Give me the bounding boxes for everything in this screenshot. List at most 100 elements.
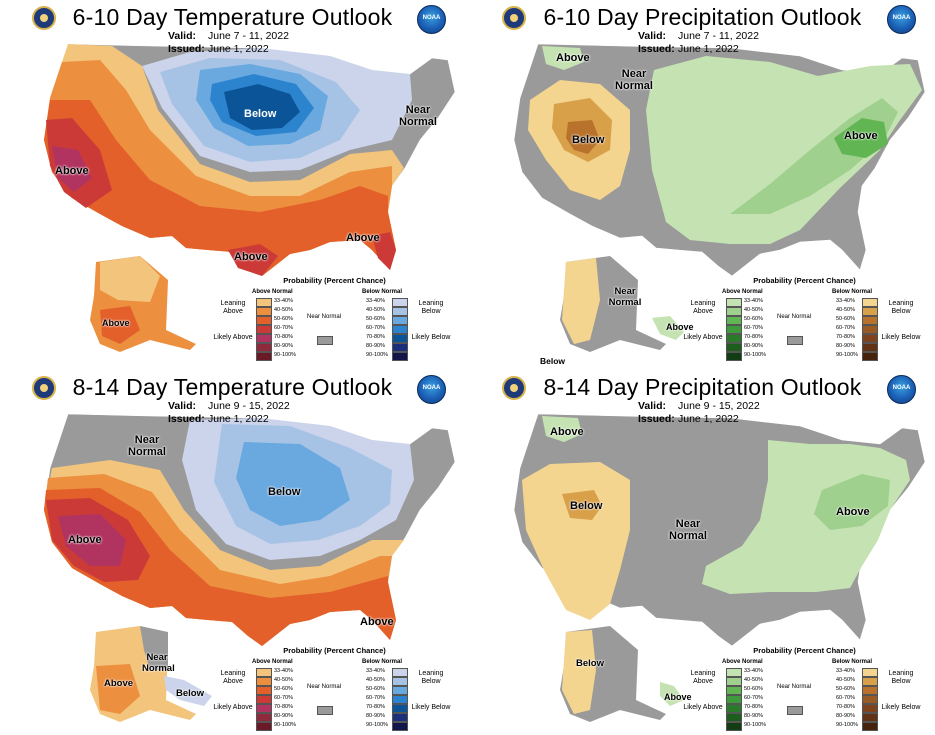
temperature-map-6-10 [43,43,456,352]
map-label-above-east: Above [844,130,878,142]
map-label-above-east: Above [836,506,870,518]
valid-label: Valid: [168,30,197,42]
legend-swatch-right [862,325,878,334]
legend-leaning-left: Leaning Above [220,300,246,315]
alaska-below [562,630,596,714]
noaa-logo: NOAA [417,5,446,34]
above-nw [542,416,582,442]
valid-issued: Valid: June 9 - 15, 2022 Issued: June 1, 2… [168,400,290,426]
legend-bin-left: 50-60% [744,686,763,692]
legend-swatch-left [726,316,742,325]
legend-likely-left: Likely Above [213,334,253,341]
map-label-above-south: Above [234,251,268,263]
alaska-above [660,682,684,706]
alaska-above [96,664,140,714]
below-50 [566,120,600,154]
legend-title: Probability (Percent Chance) [753,646,856,655]
panel-title: 8-14 Day Precipitation Outlook [543,374,862,400]
legend-bin-right: 60-70% [836,695,855,701]
issued-label: Issued: [168,413,205,425]
legend-swatch-left [726,713,742,722]
doc-seal-logo [502,376,526,400]
legend-near-normal-swatch [317,336,333,345]
legend-left-head: Above Normal [252,659,293,665]
legend-near-normal-swatch [787,336,803,345]
map-label-above-west: Above [55,165,89,177]
legend-swatch-right [862,668,878,677]
noaa-logo: NOAA [887,375,916,404]
legend-near-normal-label: Near Normal [306,314,341,320]
legend-swatch-left [256,686,272,695]
legend-bin-left: 40-50% [274,307,293,313]
legend-bin-right: 60-70% [366,695,385,701]
valid-dates: June 9 - 15, 2022 [208,400,290,412]
legend-swatch-left [256,298,272,307]
alaska-above [652,316,684,340]
map-label-near-normal: Near Normal [128,434,166,458]
doc-seal-logo [32,6,56,30]
legend-bin-left: 60-70% [274,695,293,701]
legend-bin-left: 50-60% [274,686,293,692]
legend-title: Probability (Percent Chance) [283,276,386,285]
alaska-below [164,676,212,706]
legend-bin-left: 50-60% [744,316,763,322]
panel-6-10-precipitation: 6-10 Day Precipitation Outlook Valid: Jun… [470,0,935,365]
legend-swatch-right [392,677,408,686]
legend-right-head: Below Normal [832,659,873,665]
legend-swatch-right [392,704,408,713]
valid-dates: June 7 - 11, 2022 [678,30,759,42]
legend-swatch-right [862,343,878,352]
legend-swatch-left [256,334,272,343]
valid-issued: Valid: June 7 - 11, 2022 Issued: June 1, 2… [638,30,759,56]
legend-bin-right: 60-70% [366,325,385,331]
legend-bin-right: 33-40% [366,668,385,674]
panel-title: 6-10 Day Precipitation Outlook [543,4,862,30]
precipitation-map-6-10 [513,43,926,352]
map-label-below-ak: Below [176,688,204,699]
issued-date: June 1, 2022 [208,413,269,425]
valid-label: Valid: [168,400,197,412]
map-label-below-west: Below [570,500,603,512]
map-label-above-ak: Above [664,692,692,702]
legend-swatch-left [726,334,742,343]
above-70-west [52,146,92,192]
legend-bin-right: 50-60% [836,316,855,322]
legend-swatch-left [256,677,272,686]
legend-bin-right: 50-60% [366,316,385,322]
legend-swatch-right [392,307,408,316]
legend-swatch-right [392,722,408,731]
legend-bin-left: 60-70% [744,325,763,331]
legend-leaning-left: Leaning Above [220,670,246,685]
below-70 [224,84,300,130]
legend-bin-right: 90-100% [836,722,859,728]
legend-bin-right: 90-100% [366,352,389,358]
legend-bin-right: 80-90% [366,343,385,349]
legend-swatch-left [726,343,742,352]
legend-left-head: Above Normal [252,289,293,295]
legend-bin-left: 90-100% [274,722,297,728]
legend-swatch-left [256,307,272,316]
legend-likely-left: Likely Above [683,704,723,711]
legend-swatch-right [862,722,878,731]
map-label-above-nw: Above [550,426,584,438]
legend-swatch-right [392,713,408,722]
legend-bin-right: 80-90% [836,343,855,349]
legend-likely-right: Likely Below [881,704,921,711]
legend-right-head: Below Normal [362,289,403,295]
legend-swatch-right [392,686,408,695]
legend-swatch-left [726,722,742,731]
legend-near-normal-label: Near Normal [306,684,341,690]
legend-swatch-left [256,668,272,677]
map-label-below-ak: Below [576,658,604,669]
map-label-near-normal: Near Normal [399,104,437,128]
legend-swatch-left [256,343,272,352]
legend-swatch-left [726,298,742,307]
legend-leaning-left: Leaning Above [690,670,716,685]
legend: Probability (Percent Chance) Above Normal… [682,276,927,362]
legend-swatch-right [862,695,878,704]
issued-label: Issued: [638,43,675,55]
map-label-above-ak: Above [102,318,130,328]
legend-swatch-left [726,352,742,361]
map-label-above-ak: Above [666,322,694,332]
legend-swatch-right [392,334,408,343]
